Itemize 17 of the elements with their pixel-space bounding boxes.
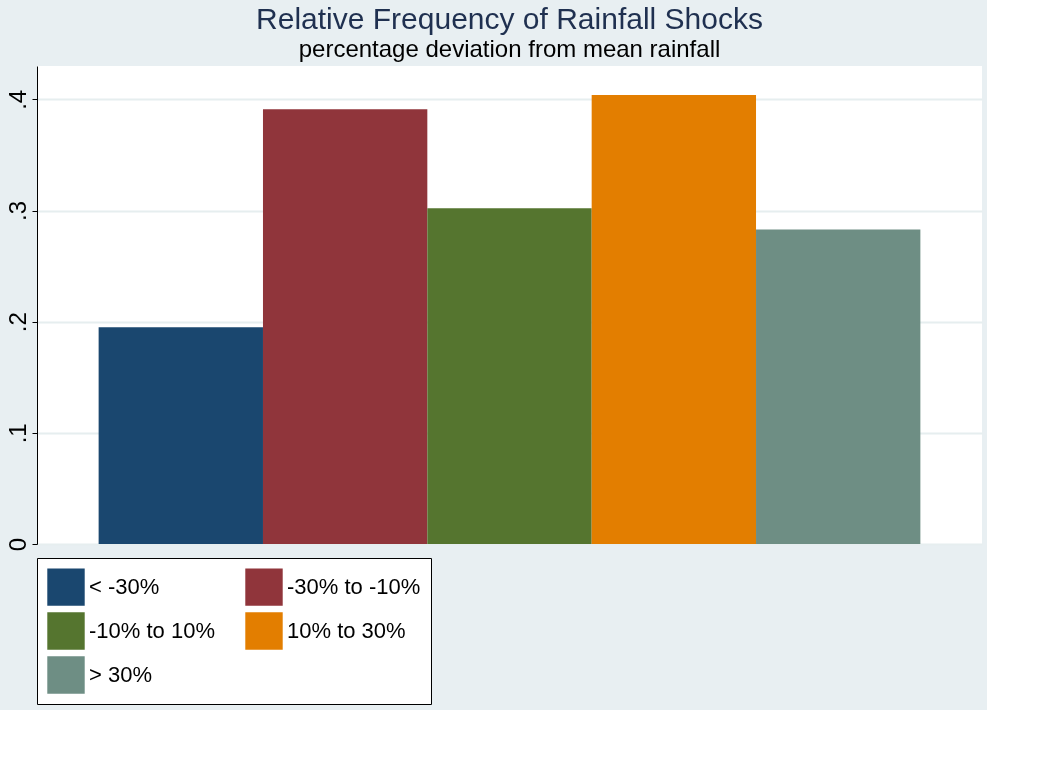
chart-title: Relative Frequency of Rainfall Shocks xyxy=(256,2,763,35)
bar xyxy=(262,109,428,544)
legend-label: -10% to 10% xyxy=(89,618,215,643)
bar xyxy=(591,94,757,544)
bar xyxy=(756,229,921,544)
bar xyxy=(427,208,592,544)
chart-subtitle: percentage deviation from mean rainfall xyxy=(298,35,721,62)
legend-label: -30% to -10% xyxy=(287,574,421,600)
legend-label: > 30% xyxy=(89,662,152,687)
y-tick-label: .3 xyxy=(3,201,31,222)
y-tick-label: .1 xyxy=(3,423,31,444)
bar xyxy=(98,327,263,544)
y-tick-label: .4 xyxy=(3,89,31,110)
legend-label: < -30% xyxy=(89,574,160,600)
y-tick-label: .2 xyxy=(3,312,31,333)
y-tick-label: 0 xyxy=(3,537,31,552)
legend-label: 10% to 30% xyxy=(287,618,406,643)
